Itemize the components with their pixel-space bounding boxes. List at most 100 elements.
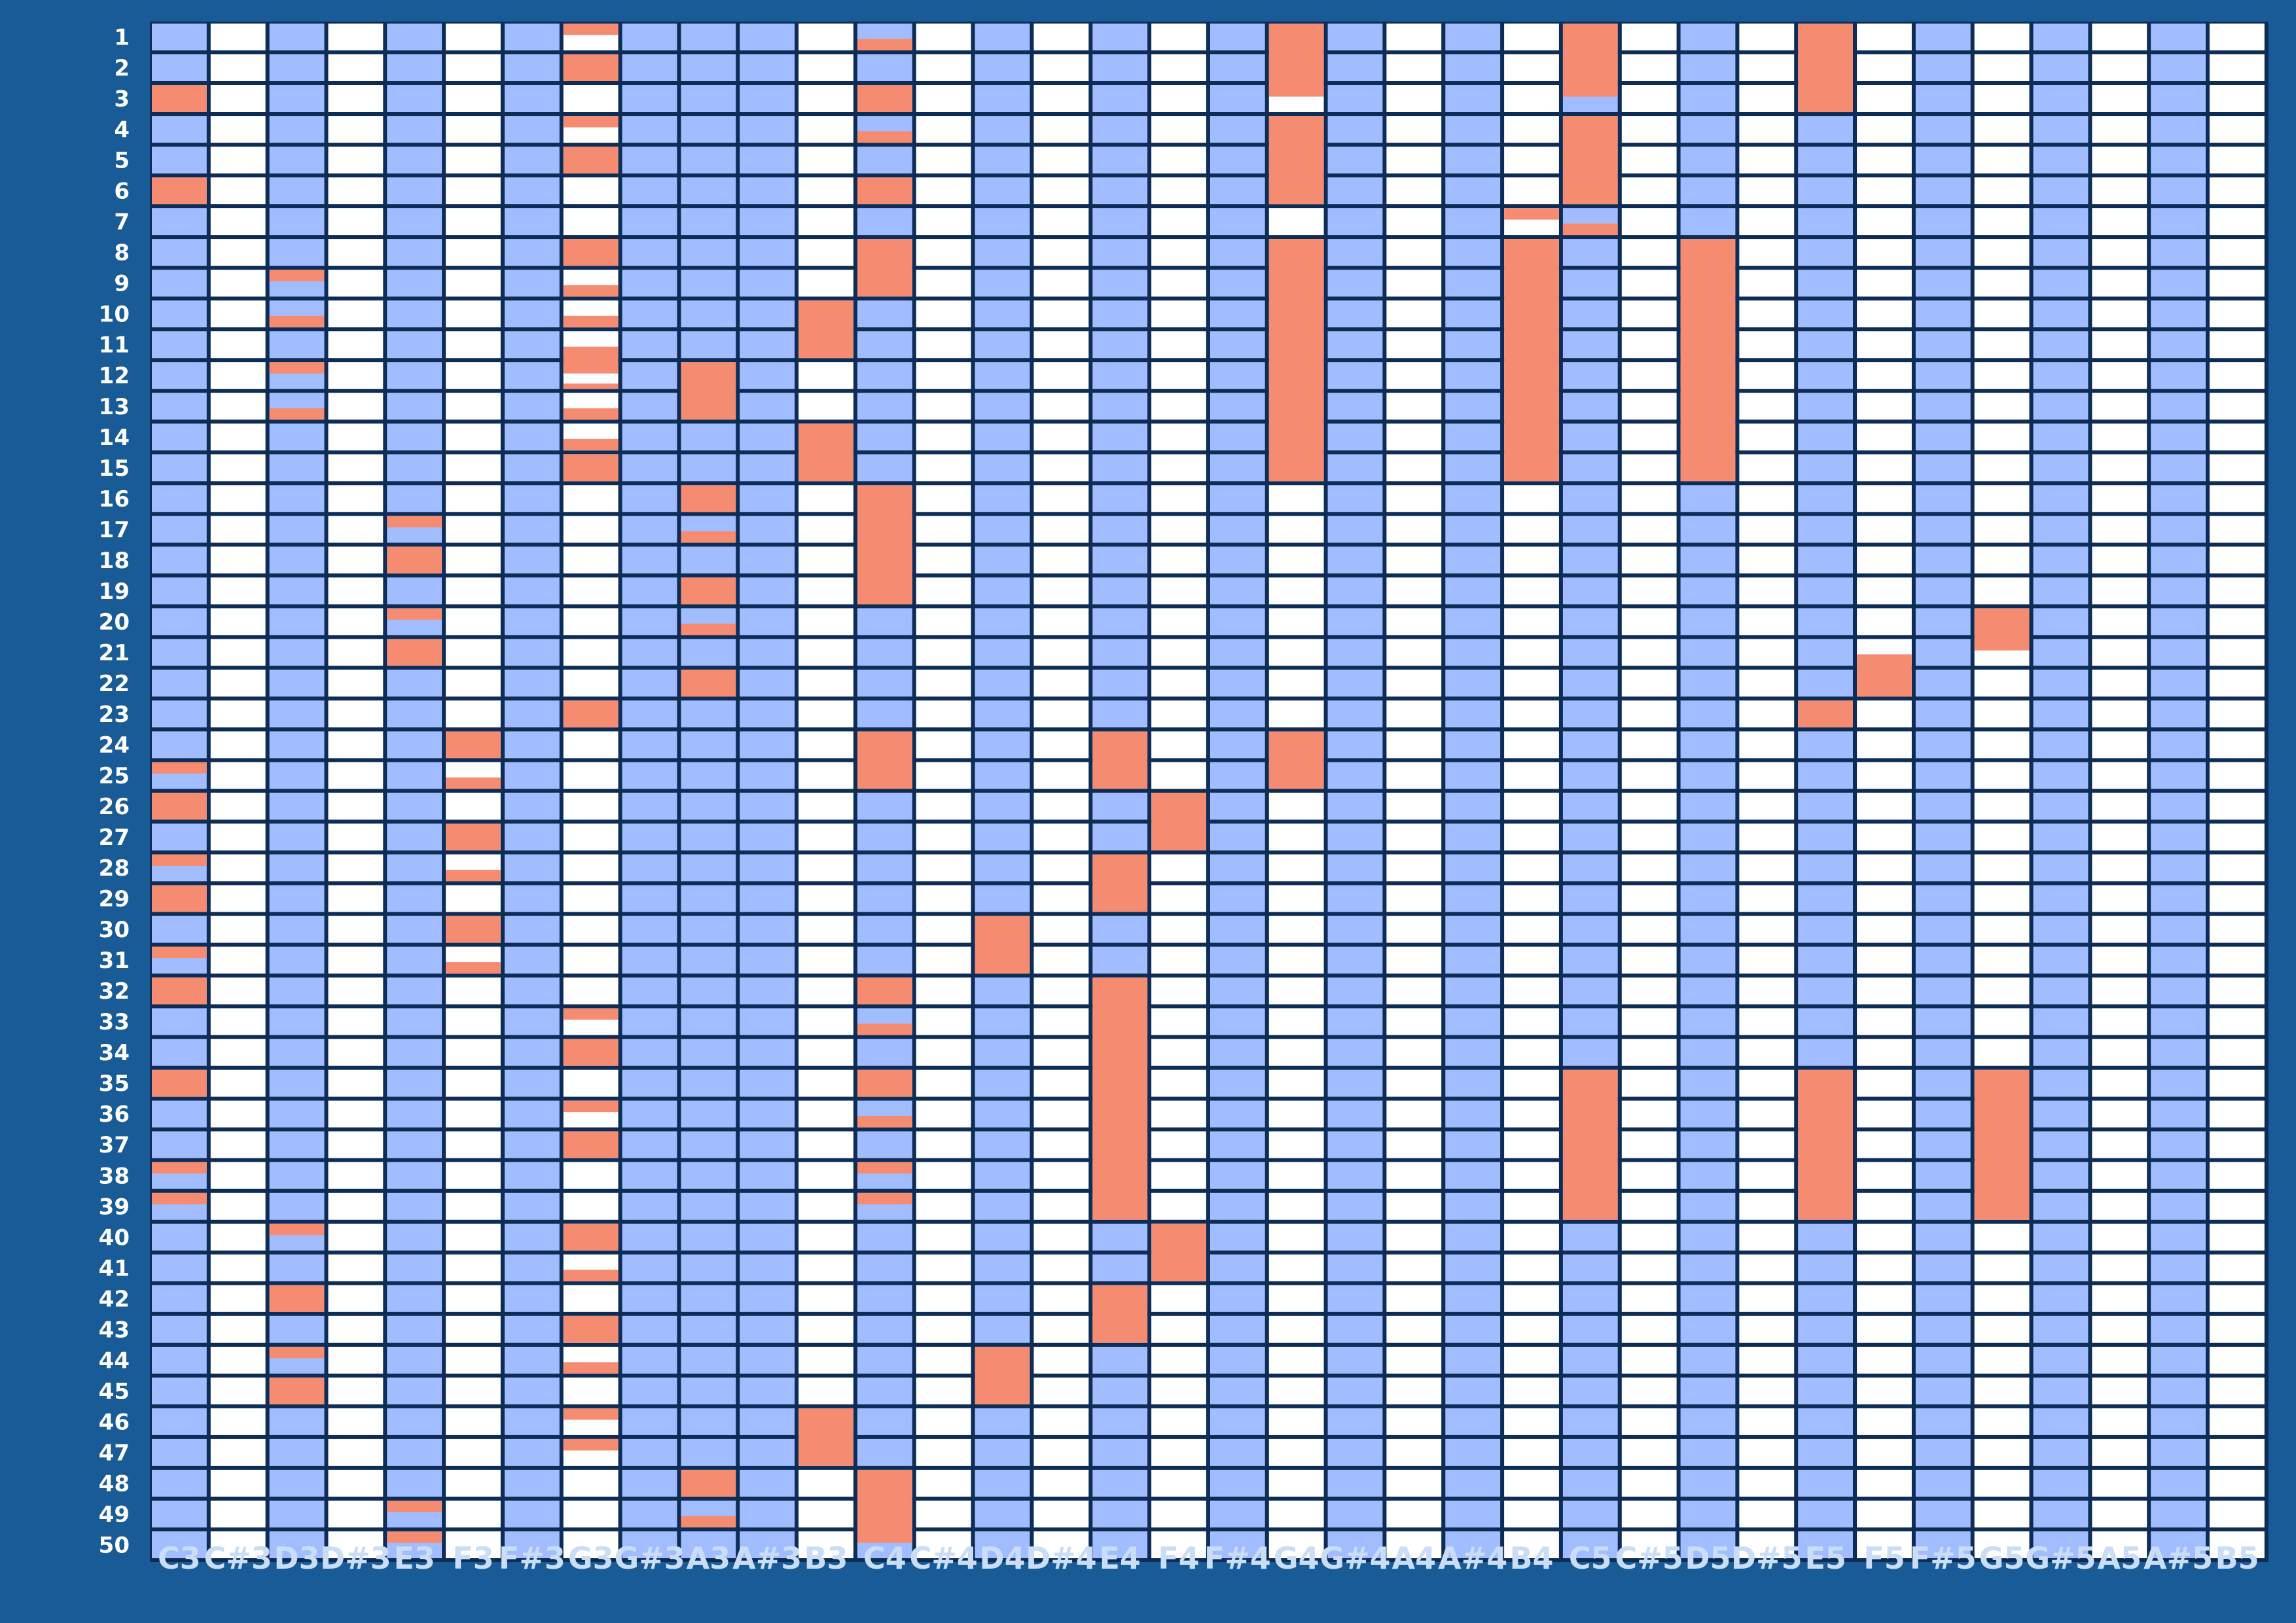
grid-cell (916, 977, 971, 1005)
grid-cell (798, 485, 853, 512)
grid-cell (505, 577, 560, 605)
grid-cell (622, 1469, 677, 1497)
grid-cell (1562, 885, 1618, 912)
grid-cell (2210, 762, 2265, 789)
grid-cell (328, 700, 384, 728)
grid-cell (1210, 608, 1265, 635)
column-label: F3 (452, 1541, 493, 1576)
grid-cell (152, 1039, 207, 1066)
grid-cell (1621, 669, 1677, 697)
note-bar (1092, 977, 1148, 1220)
grid-cell (1621, 1223, 1677, 1251)
grid-cell (1974, 239, 2030, 266)
grid-cell (681, 977, 736, 1005)
grid-cell (857, 1408, 912, 1435)
grid-cell (740, 239, 795, 266)
grid-cell (1268, 1531, 1324, 1558)
grid-cell (563, 793, 619, 820)
grid-cell (622, 793, 677, 820)
grid-cell (1621, 1131, 1677, 1158)
grid-cell (1210, 516, 1265, 543)
grid-cell (622, 1069, 677, 1097)
grid-cell (1210, 1501, 1265, 1527)
grid-cell (740, 1501, 795, 1527)
grid-cell (1327, 1469, 1383, 1497)
grid-cell (622, 485, 677, 512)
grid-cell (1562, 946, 1618, 974)
grid-cell (1151, 270, 1206, 297)
grid-cell (446, 700, 501, 728)
grid-cell (269, 793, 325, 820)
grid-cell (387, 147, 442, 174)
grid-cell (1386, 1346, 1442, 1374)
grid-cell (152, 731, 207, 758)
grid-cell (387, 454, 442, 482)
grid-cell (563, 485, 619, 512)
grid-cell (1210, 454, 1265, 482)
grid-cell (1386, 147, 1442, 174)
grid-cell (975, 516, 1030, 543)
grid-cell (1798, 362, 1853, 389)
grid-cell (2210, 669, 2265, 697)
grid-cell (1092, 116, 1148, 143)
grid-cell (1680, 1254, 1736, 1281)
row-label: 8 (114, 240, 130, 266)
grid-cell (1915, 762, 1971, 789)
grid-cell (328, 454, 384, 482)
grid-cell (1680, 1501, 1736, 1527)
grid-cell (798, 762, 853, 789)
grid-cell (328, 1162, 384, 1189)
grid-cell (1445, 762, 1501, 789)
grid-cell (269, 516, 325, 543)
row-label: 29 (99, 886, 130, 912)
grid-cell (1974, 177, 2030, 205)
grid-cell (1739, 1223, 1795, 1251)
grid-cell (1210, 1008, 1265, 1035)
grid-cell (505, 1192, 560, 1220)
grid-cell (1562, 546, 1618, 574)
grid-cell (1798, 1408, 1853, 1435)
grid-cell (2210, 700, 2265, 728)
note-bar (1974, 1069, 2030, 1220)
grid-cell (857, 331, 912, 359)
grid-cell (1915, 239, 1971, 266)
grid-cell (1033, 916, 1089, 943)
note-bar (446, 962, 501, 974)
row-label: 36 (99, 1101, 130, 1128)
grid-cell (1562, 608, 1618, 635)
grid-cell (1327, 793, 1383, 820)
note-bar (857, 39, 912, 50)
note-bar (1092, 731, 1148, 789)
note-bar (269, 408, 325, 420)
grid-cell (1445, 24, 1501, 50)
grid-cell (975, 1162, 1030, 1189)
grid-cell (1739, 208, 1795, 236)
grid-cell (1033, 147, 1089, 174)
row-label: 37 (99, 1132, 130, 1158)
grid-cell (387, 1162, 442, 1189)
grid-cell (798, 1469, 853, 1497)
grid-cell (446, 177, 501, 205)
grid-cell (857, 669, 912, 697)
grid-cell (1151, 516, 1206, 543)
grid-cell (798, 885, 853, 912)
grid-cell (505, 608, 560, 635)
grid-cell (1327, 331, 1383, 359)
grid-cell (857, 823, 912, 851)
grid-cell (1033, 362, 1089, 389)
grid-cell (622, 1131, 677, 1158)
grid-cell (505, 454, 560, 482)
grid-cell (2033, 454, 2089, 482)
note-bar (1974, 608, 2030, 651)
grid-cell (446, 24, 501, 50)
grid-cell (1915, 700, 1971, 728)
grid-cell (622, 1162, 677, 1189)
grid-cell (328, 793, 384, 820)
grid-cell (740, 1377, 795, 1404)
grid-cell (916, 177, 971, 205)
grid-cell (1033, 823, 1089, 851)
row-label: 35 (99, 1071, 130, 1097)
grid-cell (1268, 1008, 1324, 1035)
grid-cell (916, 762, 971, 789)
